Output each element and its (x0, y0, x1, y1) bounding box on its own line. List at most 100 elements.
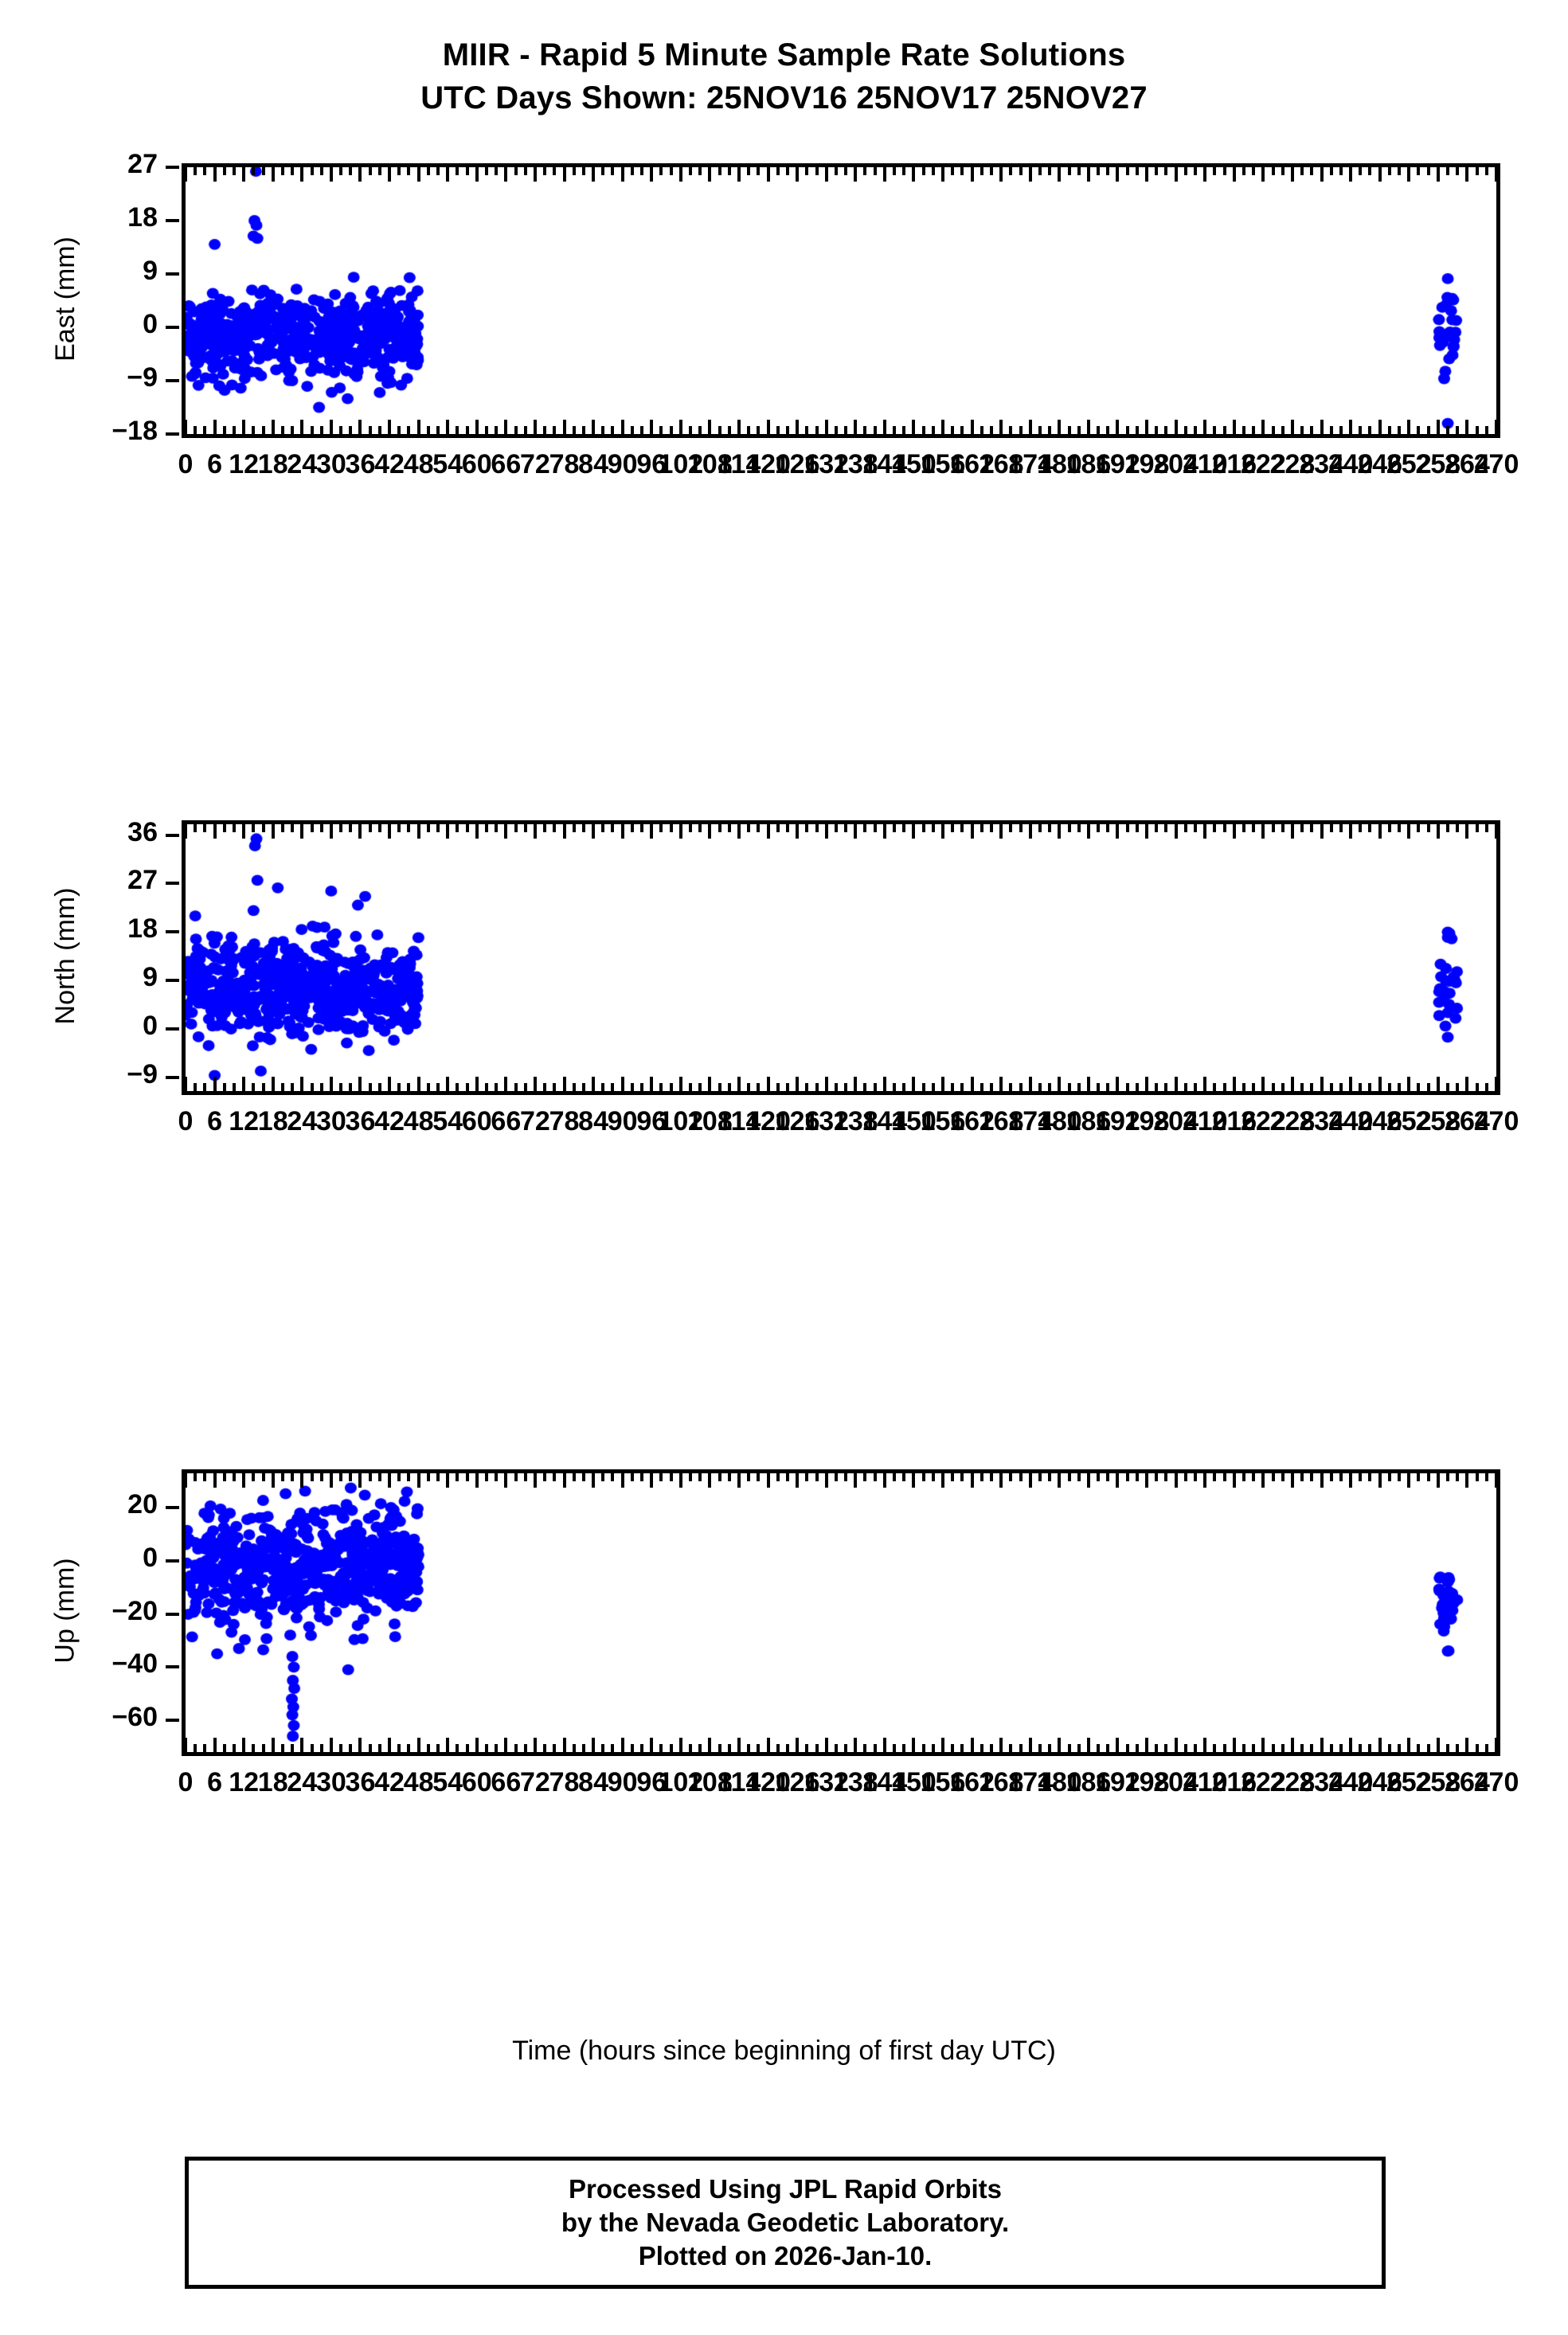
x-tick-label: 234 (1299, 1767, 1344, 1797)
x-tick-minor (640, 1473, 644, 1481)
x-tick-minor (1155, 1744, 1159, 1752)
x-tick-minor (921, 824, 925, 832)
x-tick-minor (1446, 1744, 1450, 1752)
y-tick-mark (166, 979, 179, 983)
x-tick-minor (1009, 1744, 1013, 1752)
x-tick-label: 90 (607, 449, 638, 479)
x-tick-minor (1252, 1473, 1256, 1481)
x-tick-minor (718, 1473, 721, 1481)
x-tick-minor (601, 824, 605, 832)
x-tick-major (970, 1738, 974, 1752)
x-tick-major (388, 420, 392, 434)
x-tick-minor (834, 167, 838, 175)
x-tick-minor (291, 1083, 295, 1091)
x-tick-minor (1077, 824, 1081, 832)
x-tick-minor (1106, 1083, 1110, 1091)
x-tick-minor (456, 1083, 459, 1091)
x-tick-major (1378, 1738, 1382, 1752)
footer-line-3: Plotted on 2026-Jan-10. (638, 2241, 933, 2270)
x-tick-major (1407, 167, 1411, 182)
x-tick-major (882, 824, 886, 839)
x-tick-major (708, 1473, 712, 1488)
x-tick-minor (310, 1083, 314, 1091)
x-tick-minor (893, 426, 897, 434)
x-tick-minor (436, 1473, 440, 1481)
x-tick-minor (1271, 824, 1275, 832)
y-tick-mark (166, 379, 179, 382)
x-tick-minor (1426, 1083, 1430, 1091)
x-tick-major (475, 1738, 479, 1752)
x-tick-minor (863, 426, 867, 434)
x-tick-minor (407, 824, 411, 832)
x-tick-major (766, 824, 770, 839)
x-tick-minor (194, 824, 197, 832)
x-tick-label: 90 (607, 1106, 638, 1136)
x-tick-major (1232, 1738, 1236, 1752)
x-tick-minor (222, 1083, 226, 1091)
x-tick-minor (776, 426, 780, 434)
x-tick-minor (1067, 167, 1071, 175)
x-tick-major (1320, 1738, 1324, 1752)
x-tick-major (446, 1473, 450, 1488)
x-tick-minor (844, 1473, 848, 1481)
x-tick-minor (1252, 167, 1256, 175)
x-tick-minor (1281, 1744, 1285, 1752)
x-tick-label: 150 (891, 449, 936, 479)
x-tick-minor (659, 824, 663, 832)
x-tick-minor (523, 167, 527, 175)
y-tick-mark (166, 1665, 179, 1669)
x-tick-minor (1329, 824, 1333, 832)
x-tick-minor (1300, 1083, 1304, 1091)
x-tick-minor (194, 167, 197, 175)
x-tick-minor (1125, 426, 1129, 434)
x-tick-minor (1241, 1083, 1245, 1091)
x-tick-major (1145, 1473, 1149, 1488)
x-tick-major (766, 420, 770, 434)
x-tick-minor (407, 167, 411, 175)
x-tick-major (358, 1077, 362, 1091)
y-tick-mark (166, 1506, 179, 1510)
x-tick-minor (1387, 1083, 1391, 1091)
x-tick-major (824, 167, 828, 182)
y-tick-label: −20 (111, 1595, 158, 1626)
x-tick-major (1145, 824, 1149, 839)
x-tick-major (1203, 167, 1207, 182)
x-tick-major (1261, 1473, 1265, 1488)
y-tick-label: 27 (127, 865, 158, 896)
x-tick-minor (1398, 426, 1402, 434)
footer-credits-box: Processed Using JPL Rapid Orbits by the … (185, 2157, 1386, 2289)
y-tick-mark (166, 1559, 179, 1563)
x-tick-minor (931, 1744, 935, 1752)
x-tick-minor (377, 426, 381, 434)
y-tick-label: −9 (127, 362, 158, 393)
x-tick-minor (1077, 1473, 1081, 1481)
x-tick-major (358, 824, 362, 839)
x-tick-minor (1019, 1744, 1023, 1752)
x-tick-minor (426, 824, 430, 832)
x-tick-major (1495, 167, 1498, 182)
x-tick-major (416, 167, 420, 182)
x-tick-minor (319, 167, 323, 175)
x-tick-label: 66 (491, 1106, 522, 1136)
x-tick-label: 264 (1445, 1767, 1490, 1797)
x-tick-minor (1368, 167, 1372, 175)
x-tick-minor (436, 1083, 440, 1091)
x-tick-major (854, 824, 858, 839)
x-tick-major (1058, 1473, 1062, 1488)
x-tick-minor (960, 1473, 964, 1481)
x-tick-minor (669, 824, 673, 832)
x-tick-minor (397, 167, 401, 175)
x-tick-minor (291, 1473, 295, 1481)
x-tick-minor (1368, 426, 1372, 434)
x-tick-minor (951, 1744, 955, 1752)
x-tick-major (1028, 1077, 1032, 1091)
x-tick-minor (951, 167, 955, 175)
x-tick-minor (1135, 1744, 1139, 1752)
x-tick-major (1261, 1738, 1265, 1752)
x-tick-major (562, 824, 566, 839)
x-tick-minor (902, 1744, 906, 1752)
x-tick-minor (727, 426, 731, 434)
x-tick-minor (1475, 1083, 1479, 1091)
x-tick-minor (727, 1744, 731, 1752)
x-tick-minor (960, 1083, 964, 1091)
